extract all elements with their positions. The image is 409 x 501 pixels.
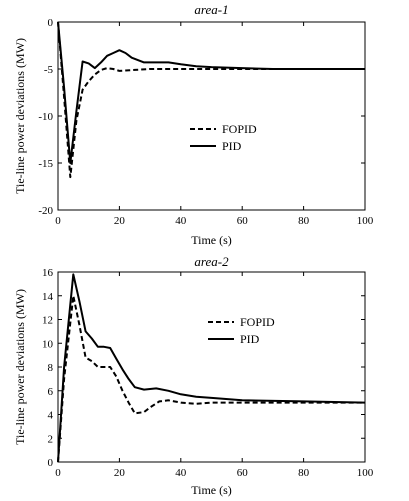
chart2-group: 0 20 40 60 80 100 0 2 4 6 8 10 12 14 16 area-2 Time (s) T… (13, 254, 374, 497)
chart2-ytick-label: 12 (42, 315, 53, 327)
chart1-xlabel: Time (s) (191, 233, 232, 247)
chart2-xtick-label: 80 (298, 467, 310, 479)
chart1-series-pid-line (57, 21, 365, 164)
chart2-ytick-label: 0 (48, 457, 54, 469)
chart2-ylabel: Tie-line power deviations (MW) (13, 289, 27, 445)
chart1-xtick-label: 40 (175, 215, 187, 227)
chart2-ytick-label: 14 (42, 291, 54, 303)
chart2-xlabel: Time (s) (191, 483, 232, 497)
chart1-title: area-1 (194, 2, 228, 17)
chart1-xtick-label: 100 (357, 215, 374, 227)
chart2-ytick-label: 2 (48, 433, 54, 445)
chart1-ytick-label: -15 (38, 158, 53, 170)
chart1-legend-box (185, 116, 285, 159)
chart2-xtick-label: 40 (175, 467, 187, 479)
chart1-ytick-label: -10 (38, 111, 53, 123)
chart2-xtick-label: 0 (55, 467, 61, 479)
chart2-ytick-label: 16 (42, 267, 54, 279)
chart2-ytick-label: 8 (48, 362, 54, 374)
chart1-ytick-label: -5 (44, 64, 54, 76)
chart2-legend-label-fopid: FOPID (240, 315, 275, 329)
chart1-series-fopid-line (57, 21, 365, 179)
chart2-xtick-label: 60 (237, 467, 249, 479)
chart1-xtick-label: 80 (298, 215, 310, 227)
chart2-ytick-label: 6 (48, 386, 54, 398)
chart1-plot-frame (57, 21, 366, 211)
chart2-xtick-label: 20 (114, 467, 126, 479)
chart1-xtick-label: 20 (114, 215, 126, 227)
chart2-ytick-label: 10 (42, 338, 54, 350)
chart1-ytick-label: -20 (38, 205, 53, 217)
chart1-legend-label-fopid: FOPID (222, 122, 257, 136)
chart1-ytick-label: 0 (48, 17, 54, 29)
chart2-series-pid-line (57, 273, 366, 463)
chart1-xtick-label: 0 (55, 215, 61, 227)
chart1-legend-label-pid: PID (222, 139, 242, 153)
chart1-group: 0 20 40 60 80 100 0 -5 -10 -15 -20 area-1 Time (s) Ti… (13, 2, 374, 247)
chart1-ylabel: Tie-line power deviations (MW) (13, 38, 27, 194)
chart2-ytick-label: 4 (48, 410, 54, 422)
chart2-series-fopid-line (57, 294, 365, 463)
chart2-xtick-label: 100 (357, 467, 374, 479)
chart2-title: area-2 (194, 254, 229, 269)
chart2-legend-box (203, 309, 303, 352)
chart1-xtick-label: 60 (237, 215, 249, 227)
chart2-legend-label-pid: PID (240, 332, 260, 346)
